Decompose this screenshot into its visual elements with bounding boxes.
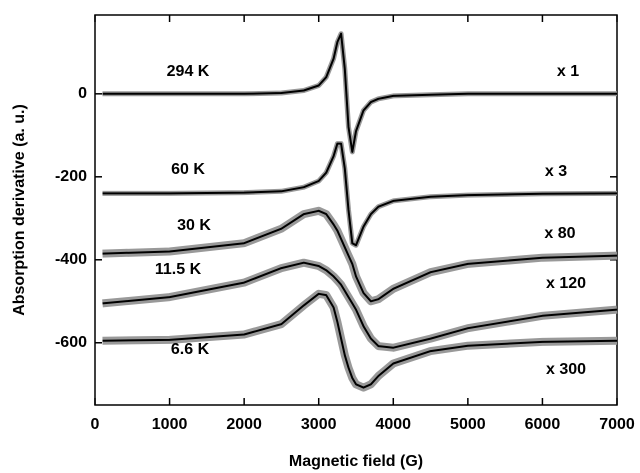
fit-line [102,292,618,389]
scale-label: x 80 [544,225,575,242]
x-tick-label: 7000 [599,416,635,433]
temperature-label: 11.5 K [155,261,202,278]
scale-label: x 1 [557,63,579,80]
x-tick-label: 6000 [525,416,561,433]
x-tick-label: 1000 [152,416,188,433]
x-tick-label: 0 [91,416,100,433]
x-tick-label: 2000 [226,416,262,433]
temperature-label: 6.6 K [171,341,210,358]
y-tick-label: 0 [78,85,87,102]
fit-line [102,261,618,349]
scale-label: x 300 [546,361,586,378]
y-tick-label: -200 [55,168,87,185]
fit-line [102,209,618,303]
y-axis-label: Absorption derivative (a. u.) [11,104,28,316]
temperature-label: 30 K [177,217,211,234]
x-tick-label: 5000 [450,416,486,433]
fit-line [102,142,618,247]
y-tick-label: -400 [55,251,87,268]
scale-label: x 3 [545,163,567,180]
y-tick-label: -600 [55,334,87,351]
fit-line [102,32,617,153]
plot-frame [94,14,618,406]
scale-label: x 120 [546,275,586,292]
temperature-label: 294 K [167,63,210,80]
x-tick-label: 4000 [375,416,411,433]
x-axis-label: Magnetic field (G) [289,453,423,470]
temperature-label: 60 K [171,161,205,178]
x-tick-label: 3000 [301,416,337,433]
